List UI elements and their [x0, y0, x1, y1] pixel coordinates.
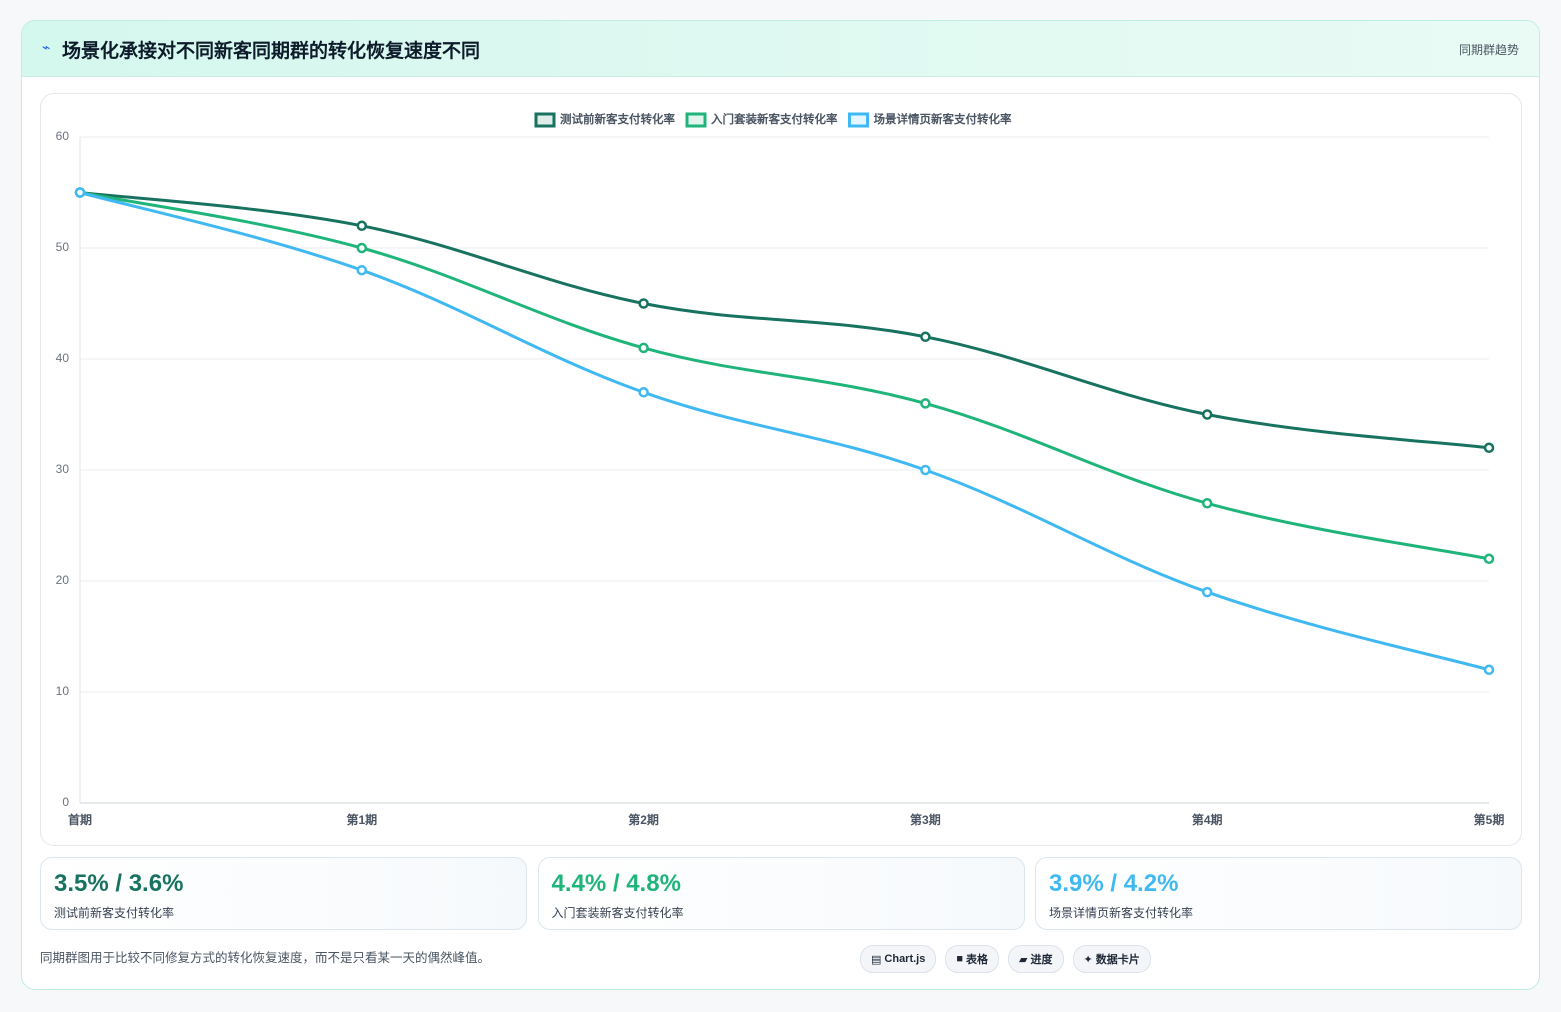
stat-card: 3.5% / 3.6% 测试前新客支付转化率: [40, 857, 527, 930]
chip[interactable]: ✦ 数据卡片: [1072, 945, 1151, 973]
y-tick-label: 40: [56, 351, 70, 365]
point: [638, 298, 649, 309]
y-tick-label: 20: [56, 573, 70, 587]
point: [356, 220, 368, 232]
chip[interactable]: ▤ Chart.js: [860, 945, 937, 973]
point: [356, 242, 368, 254]
legend-label: 场景详情页新客支付转化率: [874, 112, 1012, 126]
legend-label: 测试前新客支付转化率: [560, 112, 675, 126]
x-tick-label: 第1期: [346, 812, 377, 827]
point: [920, 464, 931, 476]
x-tick-label: 第4期: [1192, 812, 1223, 827]
point: [1483, 664, 1495, 676]
point: [920, 331, 931, 343]
tag: 同期群趋势: [1458, 43, 1519, 57]
y-tick-label: 50: [56, 240, 70, 254]
y-tick-label: 60: [56, 129, 70, 143]
footnote: 同期群图用于比较不同修复方式的转化恢复速度，而不是只看某一天的偶然峰值。: [40, 951, 491, 965]
chip-label[interactable]: Chart.js: [884, 953, 926, 965]
legend-swatch: [534, 112, 556, 128]
series-line: [79, 191, 1490, 672]
x-tick-label: 第2期: [628, 812, 659, 827]
legend-label: 入门套装新客支付转化率: [711, 112, 838, 126]
point: [638, 387, 649, 398]
title: 场景化承接对不同新客同期群的转化恢复速度不同: [62, 41, 481, 62]
stat-value: 3.5% / 3.6%: [54, 870, 184, 897]
stat-card: 4.4% / 4.8% 入门套装新客支付转化率: [537, 857, 1025, 930]
stat-label: 测试前新客支付转化率: [54, 906, 175, 920]
series-line: [79, 191, 1490, 450]
x-tick-label: 第5期: [1474, 812, 1505, 827]
legend-swatch: [685, 112, 707, 128]
point: [1201, 409, 1213, 420]
chips: ▤ Chart.js ■ 表格 ▰ 进度 ✦ 数据卡片: [860, 945, 1151, 973]
y-tick-label: 30: [56, 462, 70, 476]
stat-value: 4.4% / 4.8%: [551, 870, 681, 897]
stat-value: 3.9% / 4.2%: [1049, 870, 1179, 897]
icon: ⌁: [42, 39, 51, 55]
point: [920, 398, 931, 409]
stat-label: 场景详情页新客支付转化率: [1049, 906, 1194, 920]
y-tick-label: 0: [62, 795, 69, 809]
chip-label[interactable]: 数据卡片: [1095, 954, 1140, 966]
point: [1201, 586, 1213, 598]
chip[interactable]: ▰ 进度: [1008, 945, 1064, 973]
point: [356, 264, 368, 276]
stat-card: 3.9% / 4.2% 场景详情页新客支付转化率: [1035, 857, 1522, 930]
chip-label[interactable]: 表格: [966, 954, 989, 966]
point: [1483, 442, 1495, 454]
series-line: [79, 191, 1490, 561]
y-tick-label: 10: [56, 684, 70, 698]
legend-swatch: [848, 112, 869, 128]
chip-label[interactable]: 进度: [1030, 954, 1053, 966]
point: [1483, 553, 1495, 565]
stat-label: 入门套装新客支付转化率: [551, 906, 684, 920]
chip[interactable]: ■ 表格: [945, 945, 1000, 973]
point: [1201, 498, 1213, 509]
header: ⌁ 场景化承接对不同新客同期群的转化恢复速度不同 同期群趋势: [22, 21, 1539, 77]
x-tick-label: 首期: [68, 812, 92, 827]
point: [74, 187, 86, 198]
point: [638, 342, 649, 354]
x-tick-label: 第3期: [910, 812, 941, 827]
